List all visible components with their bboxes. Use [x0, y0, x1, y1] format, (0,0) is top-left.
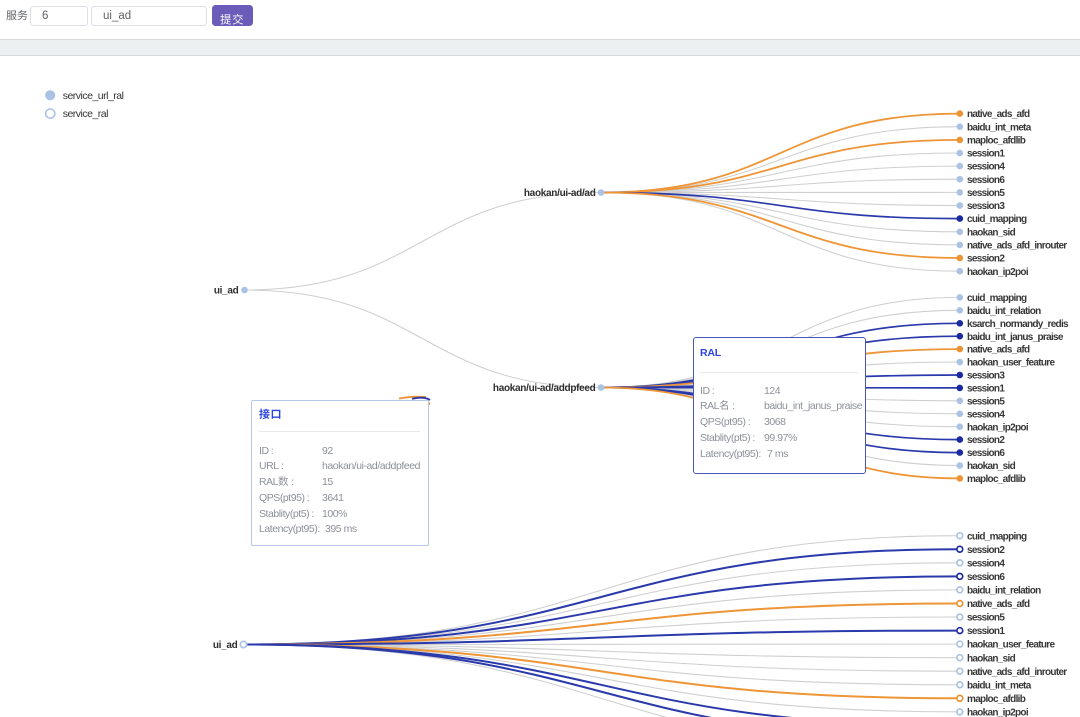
svg-text:service_url_ral: service_url_ral [63, 90, 124, 102]
svg-text:session5: session5 [967, 613, 1005, 624]
svg-text:session6: session6 [967, 572, 1005, 583]
svg-text:ui_ad: ui_ad [214, 286, 239, 297]
svg-text:baidu_int_janus_praise: baidu_int_janus_praise [967, 332, 1064, 343]
svg-text:haokan_sid: haokan_sid [967, 461, 1016, 472]
svg-text:native_ads_afd: native_ads_afd [967, 599, 1030, 610]
svg-text:session5: session5 [967, 396, 1005, 407]
svg-text:haokan_user_feature: haokan_user_feature [967, 640, 1055, 651]
svg-text:native_ads_afd_inrouter: native_ads_afd_inrouter [967, 667, 1067, 678]
svg-text:haokan_ip2poi: haokan_ip2poi [967, 267, 1029, 278]
svg-text:maploc_afdlib: maploc_afdlib [967, 694, 1026, 705]
svg-text:baidu_int_meta: baidu_int_meta [967, 122, 1032, 133]
svg-text:session4: session4 [967, 409, 1005, 420]
svg-text:maploc_afdlib: maploc_afdlib [967, 474, 1026, 485]
svg-text:native_ads_afd: native_ads_afd [967, 345, 1030, 356]
svg-text:maploc_afdlib: maploc_afdlib [967, 136, 1026, 147]
svg-text:session1: session1 [967, 626, 1005, 637]
svg-text:ui_ad: ui_ad [213, 640, 238, 651]
svg-text:session1: session1 [967, 149, 1005, 160]
svg-text:session3: session3 [967, 201, 1005, 212]
svg-text:ksarch_normandy_redis: ksarch_normandy_redis [967, 319, 1069, 330]
svg-text:native_ads_afd: native_ads_afd [967, 109, 1030, 120]
svg-text:baidu_int_relation: baidu_int_relation [967, 306, 1041, 317]
svg-text:cuid_mapping: cuid_mapping [967, 293, 1027, 304]
svg-text:session5: session5 [967, 188, 1005, 199]
svg-text:session1: session1 [967, 384, 1005, 395]
svg-text:cuid_mapping: cuid_mapping [967, 214, 1027, 225]
svg-text:session3: session3 [967, 371, 1005, 382]
svg-text:service_ral: service_ral [63, 108, 108, 120]
svg-text:haokan_ip2poi: haokan_ip2poi [967, 708, 1029, 717]
svg-text:session2: session2 [967, 254, 1005, 265]
svg-text:session6: session6 [967, 448, 1005, 459]
svg-text:baidu_int_meta: baidu_int_meta [967, 680, 1032, 691]
svg-text:cuid_mapping: cuid_mapping [967, 531, 1027, 542]
svg-text:session4: session4 [967, 558, 1005, 569]
svg-text:baidu_int_relation: baidu_int_relation [967, 586, 1041, 597]
svg-text:session2: session2 [967, 435, 1005, 446]
svg-text:haokan_sid: haokan_sid [967, 653, 1016, 664]
svg-text:haokan_user_feature: haokan_user_feature [967, 358, 1055, 369]
svg-text:native_ads_afd_inrouter: native_ads_afd_inrouter [967, 241, 1067, 252]
svg-text:session6: session6 [967, 175, 1005, 186]
svg-text:session4: session4 [967, 162, 1005, 173]
svg-text:session2: session2 [967, 545, 1005, 556]
svg-text:haokan_sid: haokan_sid [967, 227, 1016, 238]
svg-text:haokan/ui-ad/addpfeed: haokan/ui-ad/addpfeed [493, 383, 596, 394]
svg-text:haokan/ui-ad/ad: haokan/ui-ad/ad [524, 188, 596, 199]
svg-text:haokan_ip2poi: haokan_ip2poi [967, 422, 1029, 433]
